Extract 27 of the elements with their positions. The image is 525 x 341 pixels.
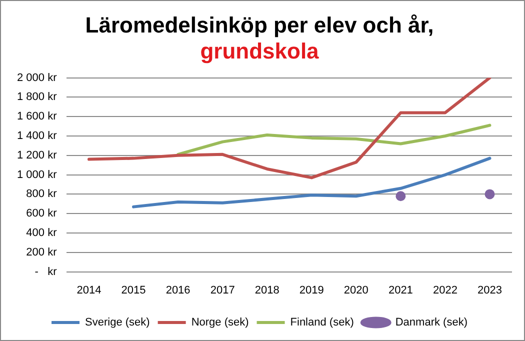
legend-label: Danmark (sek) [395,316,468,329]
legend-label: Finland (sek) [290,316,354,329]
x-tick-label: 2020 [344,284,368,296]
x-tick-label: 2019 [299,284,324,296]
y-tick-label: 800 kr [26,188,58,200]
chart-subtitle: grundskola [200,38,320,64]
x-tick-label: 2015 [121,284,146,296]
legend-label: Sverige (sek) [85,316,150,329]
x-tick-label: 2014 [76,284,102,296]
chart-title: Läromedelsinköp per elev och år, [85,12,434,38]
y-tick-label: 1 200 kr [16,149,58,162]
x-tick-label: 2022 [432,284,458,296]
x-tick-label: 2016 [166,284,190,296]
x-tick-label: 2021 [388,284,413,296]
legend-label: Norge (sek) [191,316,249,329]
y-tick-label: 1 000 kr [16,168,58,181]
y-tick-label: 400 kr [26,227,58,240]
y-tick-label: 1 400 kr [16,130,58,142]
x-tick-label: 2018 [254,284,280,296]
y-tick-label: - kr [34,266,58,278]
y-tick-label: 2 000 kr [16,72,58,84]
x-tick-label: 2023 [477,284,502,296]
y-tick-label: 200 kr [26,246,58,258]
y-tick-label: 1 800 kr [16,91,58,104]
y-tick-label: 600 kr [26,208,58,220]
y-tick-label: 1 600 kr [16,110,58,123]
x-tick-label: 2017 [210,284,235,296]
